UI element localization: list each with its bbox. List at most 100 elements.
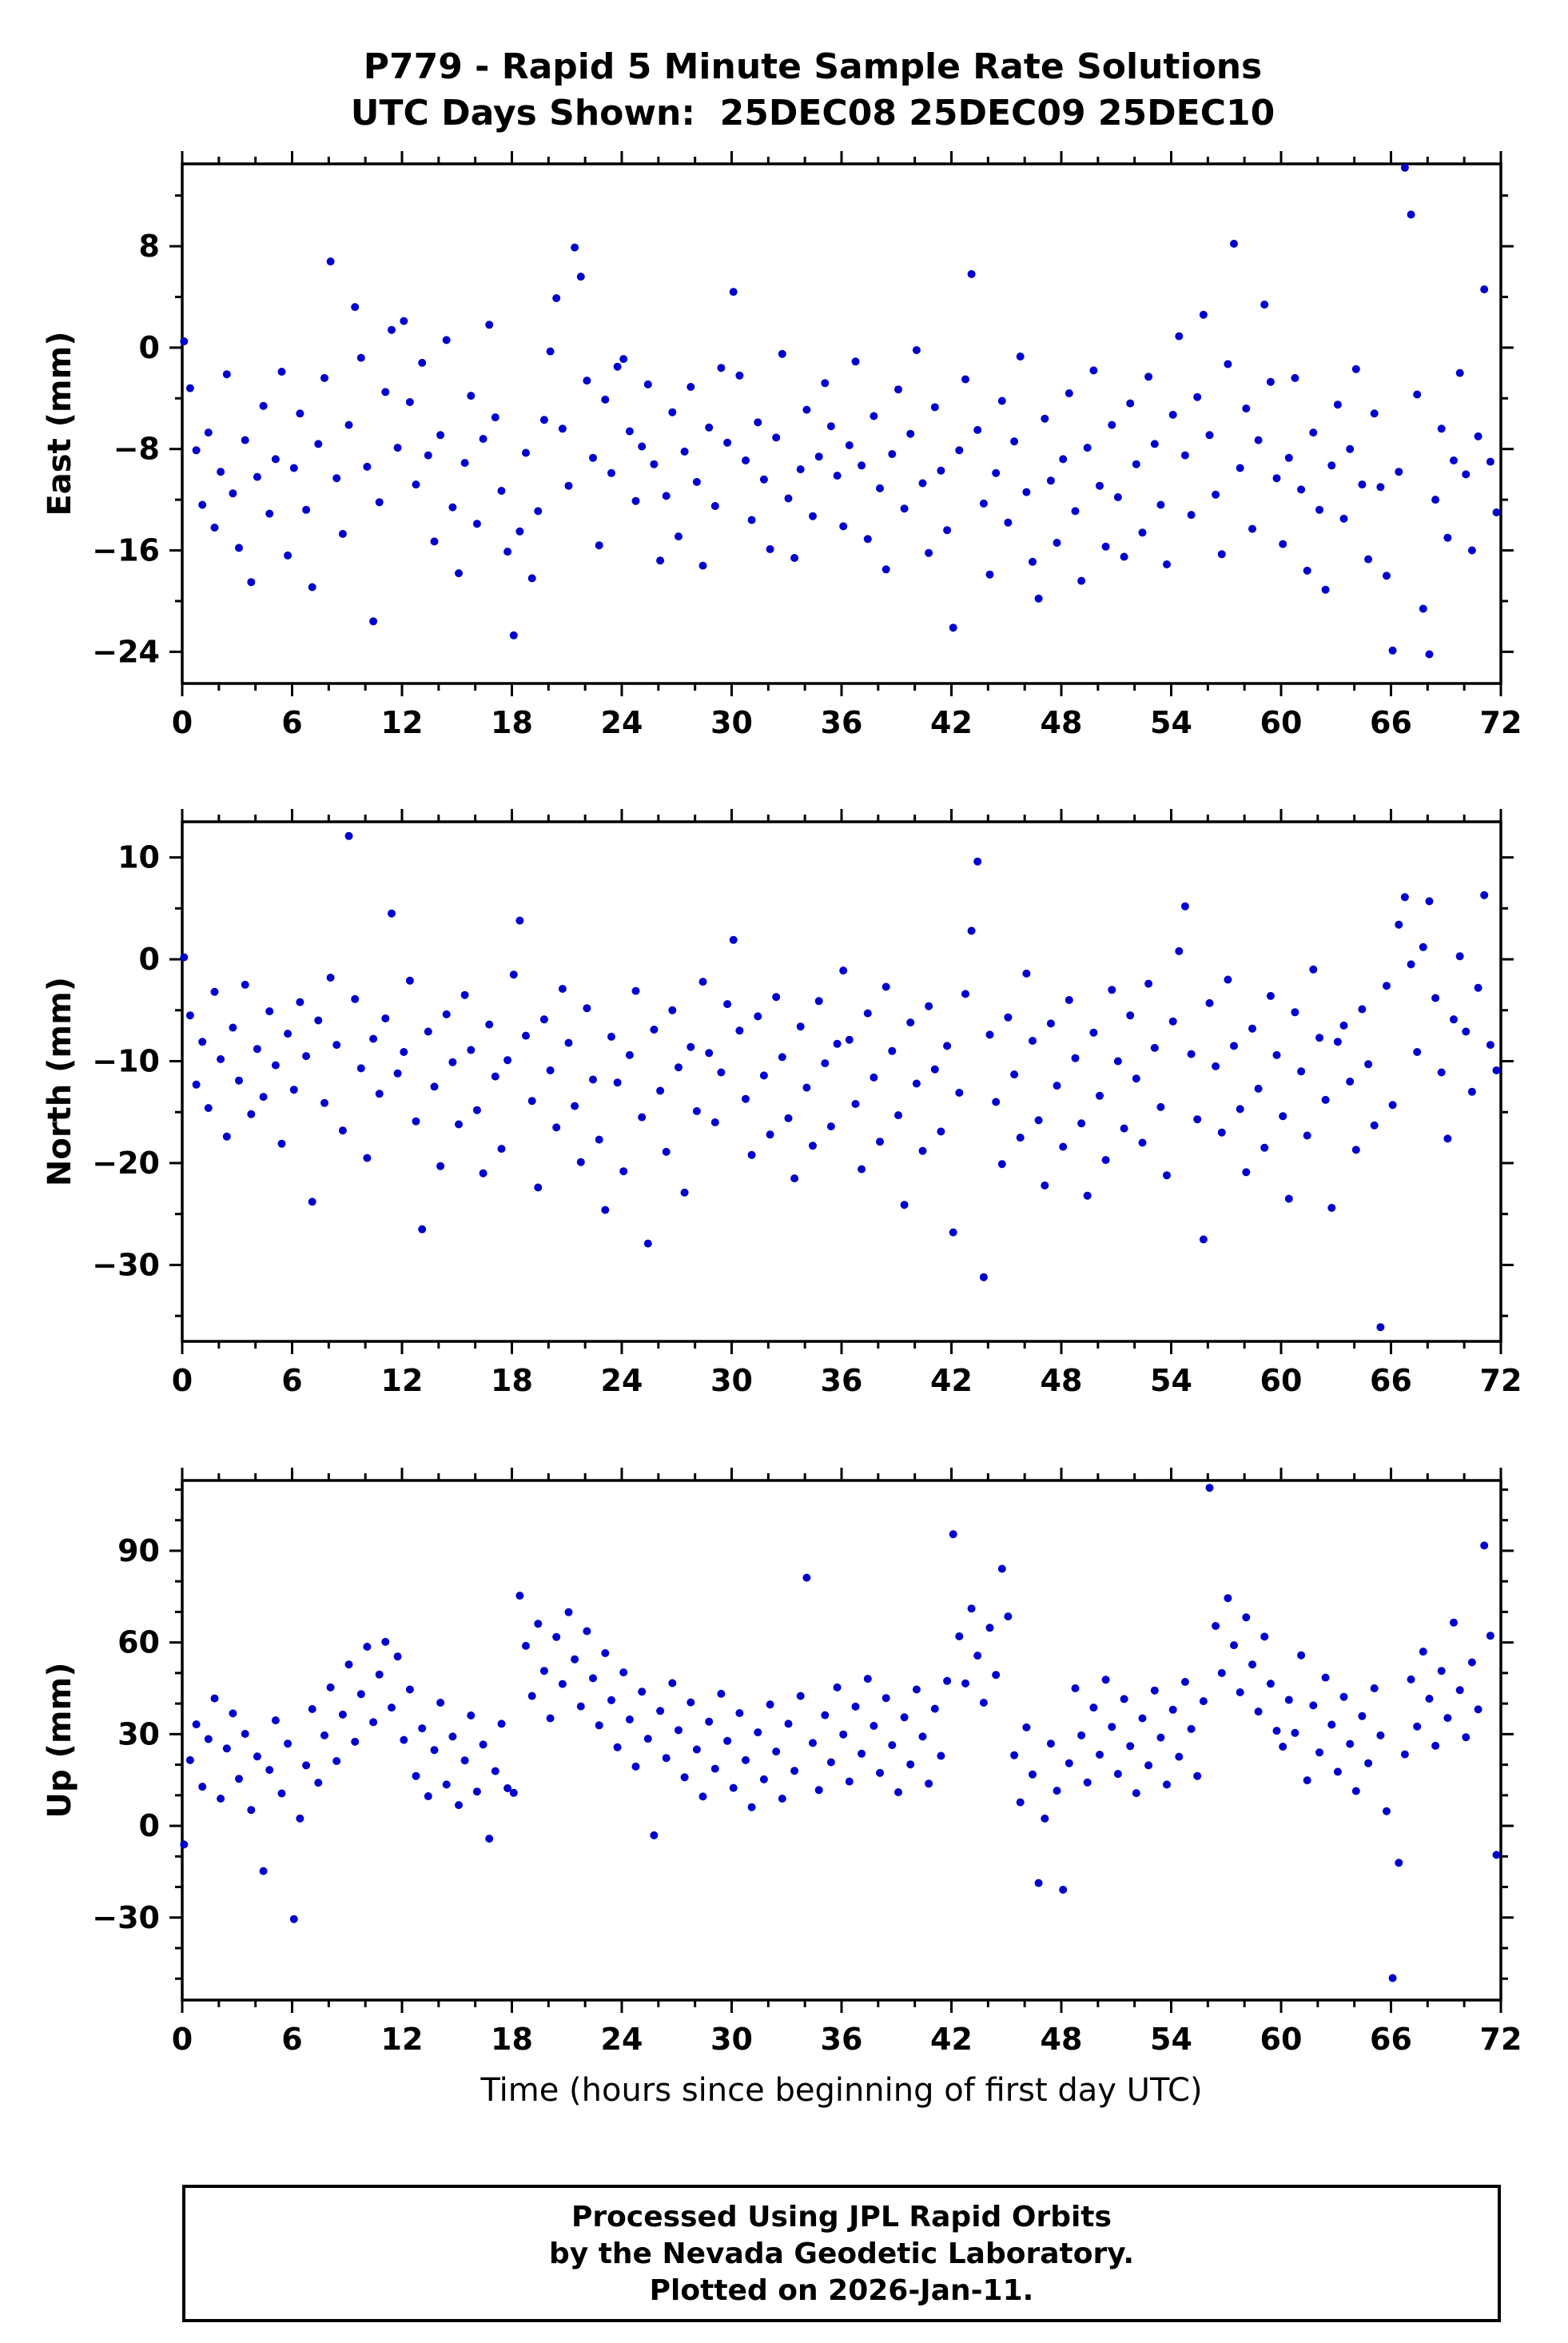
data-point: [1279, 1112, 1287, 1121]
data-point: [442, 1780, 451, 1789]
data-point: [467, 392, 476, 400]
data-point: [198, 500, 207, 509]
data-point: [973, 425, 982, 434]
data-point: [1193, 1115, 1202, 1124]
data-point: [1437, 1667, 1446, 1676]
data-point: [1101, 542, 1110, 551]
data-point: [271, 455, 280, 464]
data-point: [1108, 986, 1116, 994]
data-point: [424, 1792, 432, 1800]
data-point: [1395, 1859, 1403, 1867]
data-point: [534, 1183, 543, 1192]
data-point: [400, 1048, 408, 1056]
data-point: [1016, 1134, 1025, 1142]
data-point: [595, 1135, 603, 1144]
data-point: [1163, 1171, 1171, 1180]
data-point: [1022, 488, 1031, 496]
data-point: [277, 1789, 286, 1798]
data-point: [662, 1754, 671, 1763]
data-point: [1010, 437, 1019, 446]
data-point: [539, 416, 548, 424]
data-point: [1254, 436, 1263, 444]
data-point: [1163, 1780, 1171, 1789]
data-point: [814, 452, 823, 461]
data-point: [546, 1714, 555, 1723]
y-tick-label: 8: [139, 229, 160, 264]
data-point: [1455, 952, 1464, 961]
data-point: [1071, 507, 1080, 516]
data-point: [338, 529, 347, 538]
data-point: [198, 1783, 207, 1791]
data-point: [222, 1132, 231, 1141]
data-point: [979, 1699, 988, 1707]
data-point: [1388, 646, 1397, 655]
data-point: [985, 1624, 994, 1632]
data-point: [289, 464, 298, 472]
data-point: [314, 1779, 323, 1787]
data-point: [668, 1006, 677, 1014]
data-point: [436, 431, 445, 440]
data-point: [1462, 1027, 1470, 1036]
data-point: [320, 1098, 328, 1107]
data-point: [1053, 539, 1061, 547]
data-point: [858, 1165, 866, 1173]
data-point: [930, 1065, 939, 1074]
data-point: [839, 1730, 848, 1739]
data-point: [527, 1692, 536, 1700]
data-point: [1101, 1156, 1110, 1165]
data-point: [259, 1867, 268, 1875]
data-point: [564, 1038, 573, 1047]
data-point: [1279, 540, 1287, 548]
data-point: [1212, 1622, 1220, 1630]
data-point: [296, 1814, 304, 1823]
data-point: [351, 994, 360, 1003]
data-point: [314, 440, 323, 448]
data-point: [217, 1055, 225, 1063]
data-point: [497, 487, 506, 495]
data-point: [1041, 414, 1049, 423]
data-point: [729, 288, 738, 297]
data-point: [1224, 1594, 1232, 1603]
data-point: [412, 480, 420, 489]
data-point: [326, 1683, 335, 1692]
data-point: [210, 1694, 219, 1703]
x-tick-label: 6: [281, 705, 302, 740]
data-point: [1041, 1181, 1049, 1189]
x-tick-label: 66: [1370, 705, 1412, 740]
data-point: [332, 474, 341, 483]
data-point: [259, 401, 268, 410]
data-point: [302, 1761, 311, 1770]
data-point: [650, 1026, 659, 1034]
data-point: [809, 512, 817, 520]
data-point: [448, 503, 457, 512]
x-tick-label: 30: [710, 705, 753, 740]
data-point: [723, 1736, 732, 1745]
data-point: [1248, 524, 1256, 533]
data-point: [973, 857, 982, 866]
y-tick-label: −16: [92, 533, 160, 568]
data-point: [1339, 514, 1348, 523]
x-tick-label: 60: [1260, 705, 1303, 740]
data-point: [680, 1188, 689, 1197]
data-point: [1315, 1748, 1323, 1757]
data-point: [613, 1743, 622, 1751]
data-point: [894, 385, 902, 394]
data-point: [1455, 1686, 1464, 1695]
data-point: [851, 1702, 860, 1711]
data-point: [1168, 1017, 1177, 1026]
data-point: [686, 1042, 695, 1051]
data-point: [472, 1787, 481, 1796]
data-point: [595, 541, 603, 550]
data-point: [564, 481, 573, 490]
data-point: [1462, 470, 1470, 479]
data-point: [522, 1641, 530, 1650]
data-point: [845, 1035, 854, 1044]
data-point: [363, 462, 372, 471]
data-point: [1291, 1008, 1299, 1017]
data-point: [479, 1740, 488, 1749]
data-point: [503, 1784, 512, 1792]
data-point: [1242, 1613, 1251, 1622]
x-axis-label: Time (hours since beginning of first day…: [480, 2072, 1203, 2109]
data-point: [1175, 946, 1184, 955]
data-point: [1022, 969, 1031, 978]
